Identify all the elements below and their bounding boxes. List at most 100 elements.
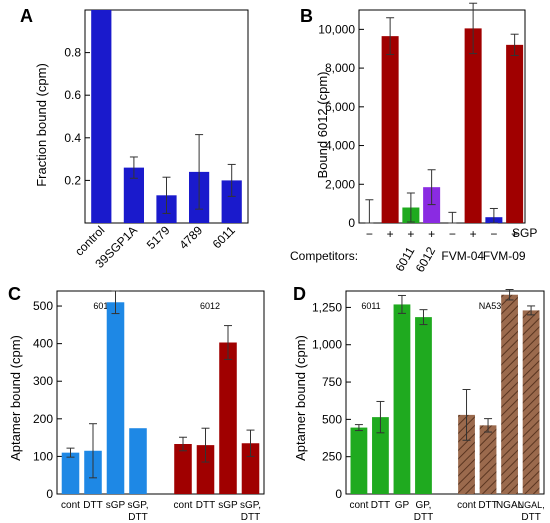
panel-d-ytick-label: 250 xyxy=(322,450,342,464)
panel-c-ytick-label: 0 xyxy=(46,487,53,501)
panel-c-ylabel: Aptamer bound (cpm) xyxy=(8,335,23,461)
panel-c-bar-6012-dtt xyxy=(196,445,215,494)
panel-a-bar-39sgp1a xyxy=(123,167,145,223)
panel-c-bar-6011-sgp-dtt xyxy=(129,428,147,494)
panel-d-ytick-label: 750 xyxy=(322,375,342,389)
panel-b-bar-7 xyxy=(506,44,524,223)
panel-d-ylabel: Aptamer bound (cpm) xyxy=(293,335,308,461)
panel-d-chart: Aptamer bound (cpm) 6011 NA53 0 250 500 750… xyxy=(293,289,545,523)
panel-letter-b: B xyxy=(300,6,313,26)
panel-d-xlabel-na53-ngal-dtt: DTT xyxy=(521,512,540,523)
panel-d-xlabel-6011-gp-dtt: DTT xyxy=(414,512,433,523)
panel-c-ytick-label: 400 xyxy=(33,337,53,351)
panel-c-ytick-label: 200 xyxy=(33,412,53,426)
panel-b-sgp-sign: − xyxy=(449,227,456,241)
panel-d-xlabel-6011-gp-dtt: GP, xyxy=(416,500,432,511)
panel-b-chart: Bound 6012 (cpm) SGP Competitors: 0 2,000… xyxy=(290,2,537,275)
panel-d-ytick-label: 0 xyxy=(335,487,342,501)
panel-d-xlabel-6011-cont: cont xyxy=(349,500,368,511)
panel-a-xlabel-6011: 6011 xyxy=(210,223,238,251)
panel-letter-a: A xyxy=(20,6,33,26)
panel-d-bar-na53-ngal-dtt xyxy=(522,310,540,494)
panel-c-bar-6012-sgp-dtt xyxy=(241,443,260,494)
panel-c-xlabel-6011-sgp-dtt: sGP, xyxy=(128,500,149,511)
panel-d-ytick-label: 1,000 xyxy=(312,338,342,352)
panel-d-ytick-label: 500 xyxy=(322,412,342,426)
panel-a-ytick-label: 0.6 xyxy=(64,88,81,102)
panel-b-bar-1 xyxy=(381,36,399,224)
panel-d-xlabel-na53-cont: cont xyxy=(457,500,476,511)
panel-c-group-6012: 6012 xyxy=(200,301,220,311)
panel-c-xlabel-6012-sgp-dtt: sGP, xyxy=(240,500,261,511)
panel-c-xlabel-6012-cont: cont xyxy=(174,500,193,511)
panel-b-sgp-sign: + xyxy=(387,227,394,241)
panel-c-bar-6012-sgp xyxy=(219,342,237,494)
panel-c-xlabel-6012-sgp: sGP xyxy=(218,500,238,511)
panel-c-bar-6012-cont xyxy=(174,444,192,494)
panel-b-sgp-sign: + xyxy=(407,227,414,241)
panel-d-bar-na53-ngal xyxy=(501,294,518,494)
panel-c-xlabel-6012-dtt: DTT xyxy=(196,500,215,511)
panel-b-ytick-label: 8,000 xyxy=(325,61,355,75)
panel-b-ytick-label: 4,000 xyxy=(325,139,355,153)
panel-a-xlabel-5179: 5179 xyxy=(144,223,173,252)
panel-a-bar-control xyxy=(91,10,112,223)
panel-a-chart: Fraction bound (cpm) 0.20.40.60.8control… xyxy=(34,9,249,271)
panel-b-ytick-label: 2,000 xyxy=(325,177,355,191)
panel-b-ytick-label: 0 xyxy=(348,216,355,230)
panel-d-bar-na53-dtt xyxy=(479,425,497,494)
panel-c-frame xyxy=(56,290,265,495)
panel-d-xlabel-na53-ngal-dtt: NGAL, xyxy=(518,500,545,510)
panel-b-competitor-6012: 6012 xyxy=(413,244,439,274)
panel-b-competitors-label: Competitors: xyxy=(290,249,358,263)
panel-b-frame xyxy=(358,9,526,224)
panel-b-sgp-label: SGP xyxy=(512,226,537,240)
panel-d-bar-6011-gp xyxy=(393,304,411,494)
panel-b-competitor-6011: 6011 xyxy=(392,244,417,274)
panel-a-ylabel: Fraction bound (cpm) xyxy=(34,63,49,187)
panel-d-group-na53: NA53 xyxy=(479,301,502,311)
panel-b-sgp-sign: + xyxy=(470,227,477,241)
panel-a-ytick-label: 0.2 xyxy=(64,173,81,187)
panel-d-xlabel-6011-gp: GP xyxy=(395,500,410,511)
panel-b-ytick-label: 10,000 xyxy=(318,22,355,36)
panel-d-group-6011: 6011 xyxy=(361,301,380,311)
panel-c-xlabel-6011-sgp-dtt: DTT xyxy=(128,512,147,523)
panel-a-bar-6011 xyxy=(221,180,242,223)
panel-d-frame xyxy=(345,290,545,495)
panel-d-bar-na53-cont xyxy=(458,414,475,494)
panel-b-sgp-sign: − xyxy=(490,227,497,241)
panel-d-xlabel-na53-ngal: NGAL xyxy=(496,500,524,511)
panel-b-competitor-fvm-09: FVM-09 xyxy=(483,249,526,263)
panel-c-bar-6011-cont xyxy=(61,452,80,494)
panel-d-xlabel-6011-dtt: DTT xyxy=(371,500,390,511)
panel-c-xlabel-6012-sgp-dtt: DTT xyxy=(241,512,260,523)
panel-c-chart: Aptamer bound (cpm) 6011 6012 0 100 200 300… xyxy=(8,290,265,523)
panel-a-ytick-label: 0.8 xyxy=(64,46,81,60)
panel-b-ylabel: Bound 6012 (cpm) xyxy=(315,72,330,179)
panel-d-bar-6011-cont xyxy=(350,427,368,494)
panel-c-xlabel-6011-cont: cont xyxy=(61,500,80,511)
panel-b-bar-5 xyxy=(464,28,482,224)
panel-d-xlabel-na53-dtt: DTT xyxy=(478,500,497,511)
panel-letter-d: D xyxy=(293,284,306,304)
panel-c-xlabel-6011-sgp: sGP xyxy=(106,500,126,511)
panel-c-ytick-label: 300 xyxy=(33,374,53,388)
panel-d-bar-6011-gp-dtt xyxy=(415,317,432,494)
panel-b-competitor-fvm-04: FVM-04 xyxy=(441,249,484,263)
panel-a-xlabel-4789: 4789 xyxy=(176,223,205,252)
panel-c-group-6011: 6011 xyxy=(93,301,112,311)
panel-b-sgp-sign: − xyxy=(366,227,373,241)
panel-a-ytick-label: 0.4 xyxy=(64,131,81,145)
panel-d-bar-6011-dtt xyxy=(372,417,389,494)
panel-c-ytick-label: 500 xyxy=(33,299,53,313)
panel-c-ytick-label: 100 xyxy=(33,449,53,463)
panel-d-ytick-label: 1,250 xyxy=(312,300,342,314)
panel-c-xlabel-6011-dtt: DTT xyxy=(83,500,102,511)
panel-b-sgp-sign: + xyxy=(511,227,518,241)
panel-b-sgp-sign: + xyxy=(428,227,435,241)
panel-letter-c: C xyxy=(8,284,21,304)
panel-b-ytick-label: 6,000 xyxy=(325,100,355,114)
panel-c-bar-6011-sgp xyxy=(106,302,125,494)
